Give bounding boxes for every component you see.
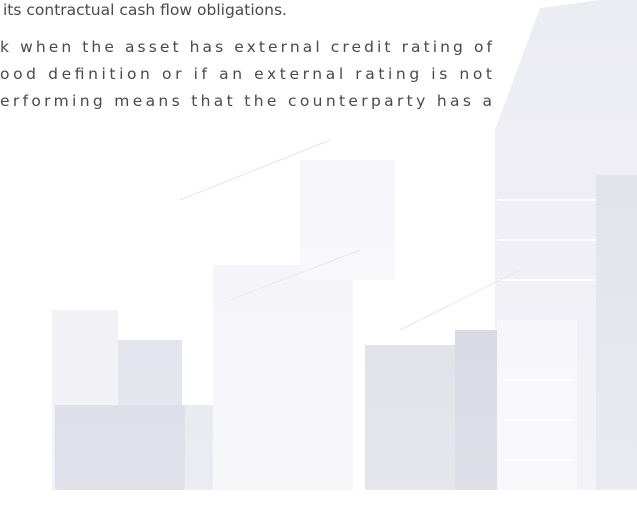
text-line: erforming means that the counterparty ha… — [0, 92, 492, 110]
text-line: its contractual cash flow obligations. — [3, 1, 287, 19]
page: its contractual cash flow obligations. k… — [0, 0, 637, 516]
text-line: k when the asset has external credit rat… — [0, 38, 493, 56]
text-line: ood definition or if an external rating … — [0, 65, 492, 83]
